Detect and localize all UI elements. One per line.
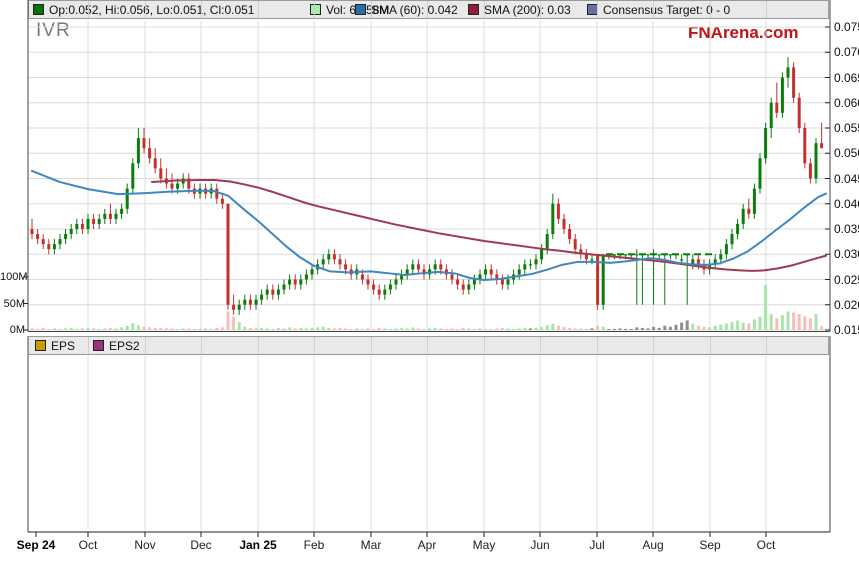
volume-bars bbox=[30, 284, 824, 330]
legend-label: Consensus Target: 0 - 0 bbox=[603, 3, 731, 17]
price-axis-label: 0.035 bbox=[834, 222, 859, 236]
ohlc-swatch-icon bbox=[33, 4, 44, 15]
legend-cell-divider bbox=[371, 1, 372, 18]
brand-link[interactable]: FNArena.com bbox=[688, 23, 799, 42]
price-axis-label: 0.040 bbox=[834, 196, 859, 211]
x-axis-label: Jul bbox=[589, 538, 605, 552]
legend-item-sma200: SMA (200): 0.03 bbox=[468, 1, 571, 20]
price-axis-label: 0.020 bbox=[834, 297, 859, 312]
legend-cell-divider bbox=[201, 337, 202, 354]
legend-cell-divider bbox=[145, 337, 146, 354]
x-axis-label: Apr bbox=[417, 538, 437, 552]
price-axis-label: 0.055 bbox=[834, 121, 859, 135]
legend-cell-divider bbox=[540, 1, 541, 18]
legend-cell-divider bbox=[258, 1, 259, 18]
legend-cell-divider bbox=[258, 337, 259, 354]
legend-item-consensus-target: Consensus Target: 0 - 0 bbox=[587, 1, 730, 20]
price-axis-label: 0.065 bbox=[834, 70, 859, 85]
legend-cell-divider bbox=[710, 337, 711, 354]
legend-cell-divider bbox=[314, 1, 315, 18]
eps-swatch-icon bbox=[35, 340, 46, 351]
legend-label: SMA (200): 0.03 bbox=[484, 3, 571, 17]
legend-cell-divider bbox=[653, 1, 654, 18]
x-axis-label: Sep bbox=[699, 538, 721, 552]
x-axis-label: Feb bbox=[303, 538, 325, 552]
sma60-swatch-icon bbox=[355, 4, 366, 15]
legend-item-eps: EPS bbox=[35, 337, 75, 356]
x-axis-label: Sep 24 bbox=[16, 538, 56, 552]
price-axis-label: 0.060 bbox=[834, 95, 859, 110]
volume-swatch-icon bbox=[310, 4, 321, 15]
x-axis-label: Dec bbox=[190, 538, 212, 552]
x-axis-label: Jan 25 bbox=[239, 538, 277, 552]
x-axis-label: Nov bbox=[134, 538, 156, 552]
legend-cell-divider bbox=[540, 337, 541, 354]
legend-label: Op:0.052, Hi:0.056, Lo:0.051, Cl:0.051 bbox=[49, 3, 255, 17]
legend-cell-divider bbox=[371, 337, 372, 354]
gridlines bbox=[28, 21, 830, 532]
legend-cell-divider bbox=[201, 1, 202, 18]
eps2-swatch-icon bbox=[93, 340, 104, 351]
x-axis-label: Jun bbox=[530, 538, 550, 552]
x-axis-label: Oct bbox=[78, 538, 98, 552]
legend-label: EPS bbox=[51, 339, 76, 353]
x-axis-label: May bbox=[472, 538, 496, 552]
legend-cell-divider bbox=[314, 337, 315, 354]
legend-cell-divider bbox=[145, 1, 146, 18]
eps-legend-bar: EPS EPS2 bbox=[28, 336, 829, 355]
price-axis-label: 0.030 bbox=[834, 247, 859, 262]
price-axis-label: 0.015 bbox=[834, 323, 859, 337]
sma-lines bbox=[31, 169, 827, 282]
legend-cell-divider bbox=[597, 337, 598, 354]
volume-axis-label: 100M bbox=[0, 271, 28, 283]
price-axis-label: 0.050 bbox=[834, 146, 859, 161]
price-axis-label: 0.070 bbox=[834, 45, 859, 60]
legend-cell-divider bbox=[597, 1, 598, 18]
legend-cell-divider bbox=[653, 337, 654, 354]
legend-label: SMA (60): 0.042 bbox=[371, 3, 458, 17]
axes-and-ticks bbox=[23, 0, 831, 537]
price-axis-label: 0.045 bbox=[834, 171, 859, 186]
ticker-symbol: IVR bbox=[36, 20, 71, 41]
x-axis-label: Mar bbox=[360, 538, 382, 552]
price-axis-label: 0.025 bbox=[834, 272, 859, 287]
legend-cell-divider bbox=[88, 337, 89, 354]
ohlc-legend-bar: Op:0.052, Hi:0.056, Lo:0.051, Cl:0.051 V… bbox=[28, 0, 829, 19]
legend-item-ohlc: Op:0.052, Hi:0.056, Lo:0.051, Cl:0.051 bbox=[33, 1, 254, 20]
x-axis-label: Oct bbox=[756, 538, 776, 552]
legend-label: EPS2 bbox=[109, 339, 140, 353]
legend-cell-divider bbox=[88, 1, 89, 18]
legend-cell-divider bbox=[484, 337, 485, 354]
legend-item-sma60: SMA (60): 0.042 bbox=[355, 1, 458, 20]
legend-cell-divider bbox=[766, 1, 767, 18]
volume-axis-label: 0M bbox=[9, 324, 25, 336]
legend-cell-divider bbox=[427, 337, 428, 354]
price-axis-label: 0.075 bbox=[834, 20, 859, 34]
legend-cell-divider bbox=[710, 1, 711, 18]
legend-cell-divider bbox=[766, 337, 767, 354]
volume-axis-label: 50M bbox=[3, 297, 25, 310]
x-axis-label: Aug bbox=[642, 538, 664, 552]
sma200-swatch-icon bbox=[468, 4, 479, 15]
legend-cell-divider bbox=[484, 1, 485, 18]
legend-cell-divider bbox=[427, 1, 428, 18]
legend-item-eps2: EPS2 bbox=[93, 337, 140, 356]
